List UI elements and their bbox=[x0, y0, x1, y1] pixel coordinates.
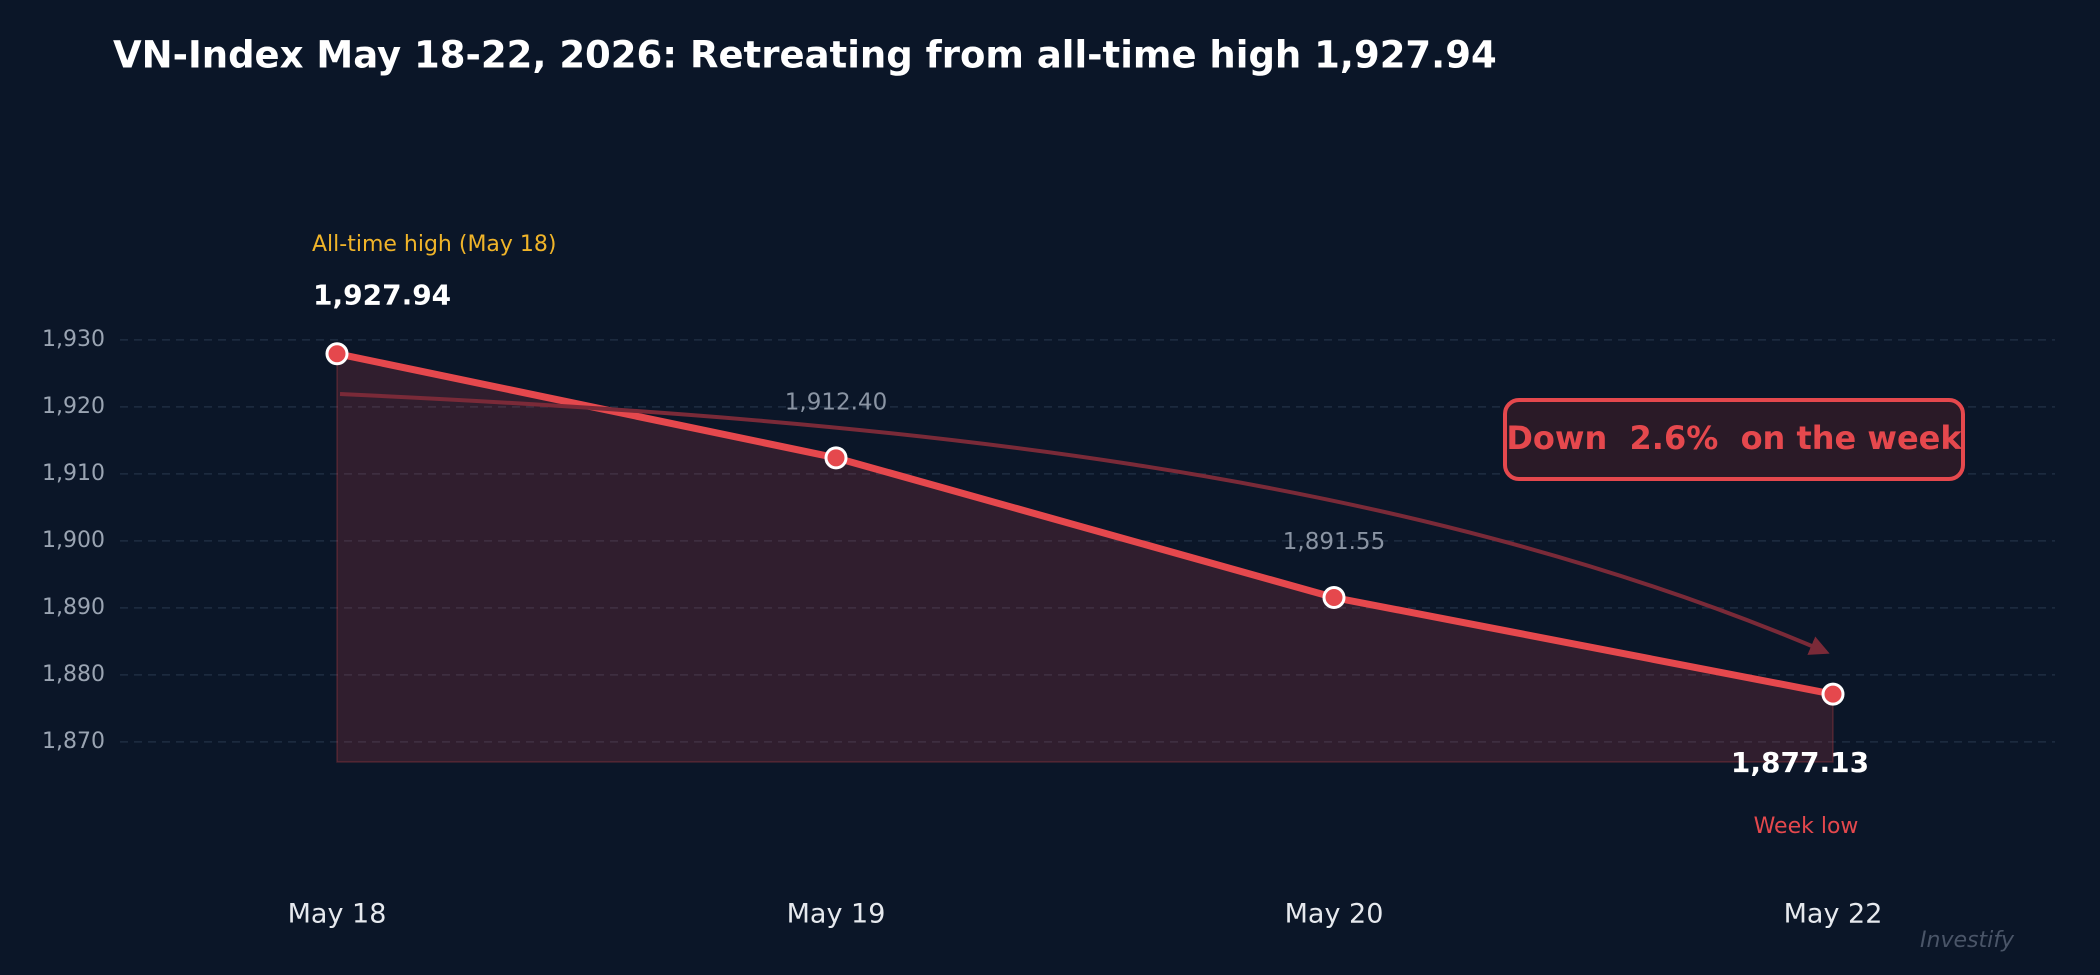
watermark: Investify bbox=[1920, 928, 2015, 953]
point bbox=[824, 446, 848, 470]
y-tick-label: 1,870 bbox=[42, 729, 105, 754]
point bbox=[1821, 682, 1845, 706]
value-label: 1,877.13 bbox=[1731, 746, 1869, 779]
value-label: 1,912.40 bbox=[785, 389, 887, 415]
low-annotation: Week low bbox=[1754, 814, 1859, 839]
y-tick-label: 1,900 bbox=[42, 528, 105, 553]
chart-title: VN-Index May 18-22, 2026: Retreating fro… bbox=[113, 34, 1497, 77]
y-tick-label: 1,920 bbox=[42, 394, 105, 419]
y-tick-label: 1,890 bbox=[42, 595, 105, 620]
point bbox=[325, 342, 349, 366]
high-annotation: All-time high (May 18) bbox=[312, 232, 557, 257]
y-tick-label: 1,910 bbox=[42, 461, 105, 486]
marks: 1,927.94 1,912.40 1,891.55 1,877.13 bbox=[313, 279, 1869, 779]
y-tick-label: 1,930 bbox=[42, 327, 105, 352]
x-tick-label: May 19 bbox=[787, 899, 886, 930]
x-tick-label: May 20 bbox=[1285, 899, 1384, 930]
change-annotation: Down 2.6% on the week bbox=[1506, 419, 1962, 457]
value-label: 1,891.55 bbox=[1283, 529, 1385, 555]
value-label: 1,927.94 bbox=[313, 279, 451, 312]
change-box bbox=[1503, 398, 1965, 481]
x-tick-label: May 22 bbox=[1784, 899, 1883, 930]
y-tick-label: 1,880 bbox=[42, 662, 105, 687]
point bbox=[1322, 586, 1346, 610]
x-tick-label: May 18 bbox=[288, 899, 387, 930]
trend-arrow bbox=[339, 392, 1830, 655]
